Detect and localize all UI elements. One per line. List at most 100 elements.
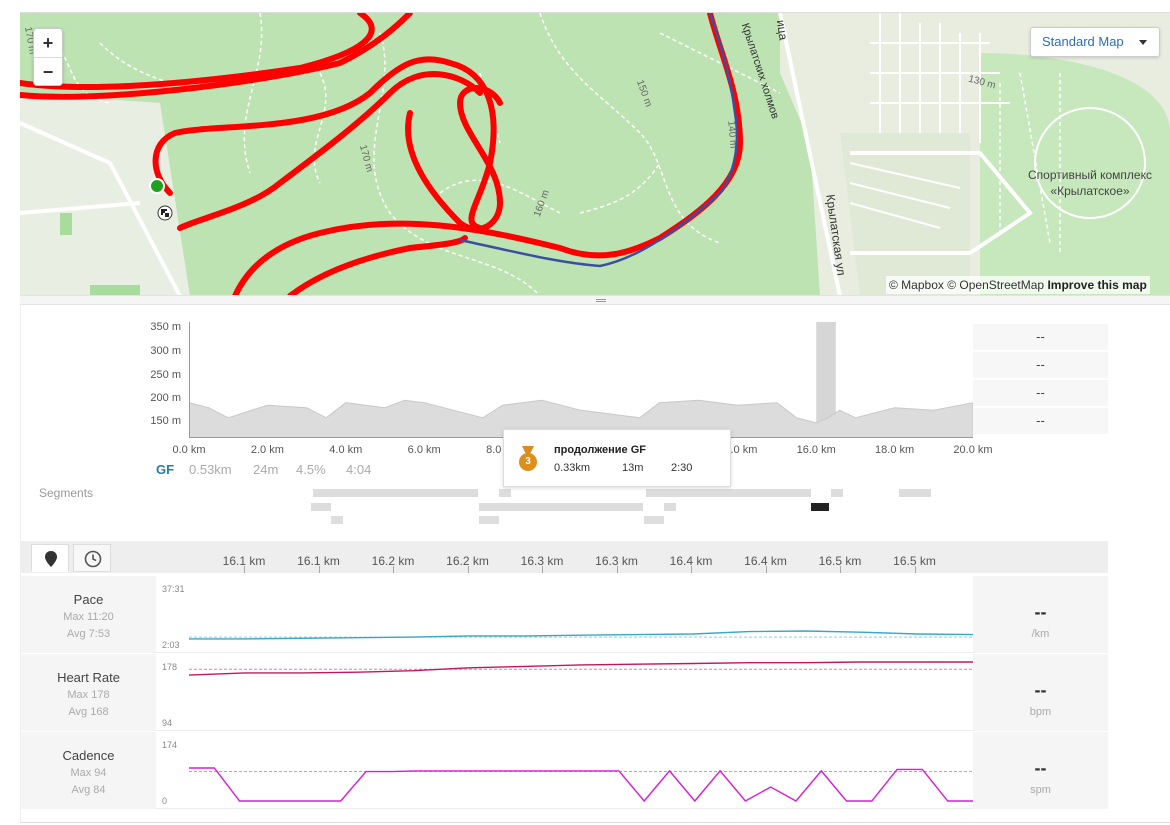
map-resize-handle[interactable] bbox=[20, 295, 1170, 305]
stream-line bbox=[189, 630, 973, 640]
stream-line bbox=[189, 767, 973, 803]
stream-max: Max 178 bbox=[67, 689, 110, 701]
cadence-line-chart[interactable] bbox=[189, 732, 973, 809]
elevation-stat: -- bbox=[973, 380, 1108, 406]
distance-tick-label: 16.4 km bbox=[669, 554, 713, 568]
x-tick-label: 2.0 km bbox=[250, 444, 284, 456]
elevation-stat: -- bbox=[973, 408, 1108, 434]
segments-label: Segments bbox=[39, 486, 94, 500]
map-type-dropdown[interactable]: Standard Map bbox=[1030, 27, 1160, 57]
heart-rate-line-chart[interactable] bbox=[189, 654, 973, 731]
distance-tick bbox=[616, 566, 618, 573]
cadence-row: Cadence Max 94 Avg 84 174 0 -- spm bbox=[21, 732, 1108, 809]
distance-tick-label: 16.4 km bbox=[744, 554, 787, 568]
heart-rate-plot[interactable]: 178 94 bbox=[156, 654, 973, 731]
heart-rate-value-panel: -- bpm bbox=[973, 654, 1108, 731]
y-tick-label: 200 m bbox=[150, 392, 181, 404]
poi-label: Спортивный комплекс «Крылатское» bbox=[1028, 168, 1152, 198]
segment-name[interactable]: GF bbox=[156, 462, 175, 477]
y-tick-label: 300 m bbox=[150, 345, 181, 357]
segment-grade: 4.5% bbox=[296, 462, 326, 477]
segment-bar[interactable] bbox=[899, 489, 931, 497]
stream-max: Max 94 bbox=[70, 767, 107, 779]
streams-header: 16.1 km 16.1 km 16.2 km 16.2 km 16.3 km 16.3 … bbox=[21, 541, 1108, 573]
heart-rate-row: Heart Rate Max 178 Avg 168 178 94 -- bpm bbox=[21, 654, 1108, 731]
distance-tick-label: 16.2 km bbox=[371, 554, 415, 568]
elevation-stat: -- bbox=[973, 324, 1108, 350]
y-tick-label: 350 m bbox=[150, 321, 181, 333]
y-axis-min: 2:03 bbox=[162, 640, 180, 650]
stream-line bbox=[189, 661, 973, 676]
map-canvas[interactable] bbox=[20, 13, 1170, 295]
clock-icon bbox=[84, 550, 102, 568]
zoom-control[interactable]: + − bbox=[33, 28, 63, 86]
time-mode-button[interactable] bbox=[73, 544, 111, 572]
pace-line-chart[interactable] bbox=[189, 576, 973, 653]
x-tick-label: 16.0 km bbox=[796, 444, 836, 456]
distance-tick-label: 16.5 km bbox=[893, 554, 936, 568]
distance-tick-label: 16.2 km bbox=[446, 554, 489, 568]
segment-bar[interactable] bbox=[831, 489, 843, 497]
y-axis-max: 178 bbox=[162, 662, 178, 672]
distance-tick-label: 16.1 km bbox=[297, 554, 340, 568]
stream-avg: Avg 7:53 bbox=[66, 628, 111, 640]
y-axis-max: 174 bbox=[162, 740, 178, 750]
x-tick-label: 18.0 km bbox=[875, 444, 915, 456]
finish-marker bbox=[157, 205, 173, 221]
grip-icon bbox=[596, 299, 606, 302]
tooltip-segment-name: продолжение GF bbox=[554, 444, 646, 456]
improve-map-link[interactable]: Improve this map bbox=[1047, 278, 1147, 292]
x-tick-label: 4.0 km bbox=[329, 444, 363, 456]
map-type-label: Standard Map bbox=[1042, 34, 1124, 49]
stream-name: Cadence bbox=[62, 748, 115, 763]
elevation-chart[interactable] bbox=[189, 322, 973, 438]
pace-row: Pace Max 11:20 Avg 7:53 37:31 2:03 -- /k… bbox=[21, 576, 1108, 653]
stream-current: -- bbox=[1034, 680, 1047, 700]
distance-tick bbox=[765, 566, 767, 573]
segment-bar[interactable] bbox=[313, 489, 478, 497]
stream-unit: bpm bbox=[1029, 706, 1052, 718]
x-tick-label: 6.0 km bbox=[407, 444, 441, 456]
segment-bar[interactable] bbox=[479, 516, 499, 524]
zoom-in-button[interactable]: + bbox=[42, 33, 54, 53]
medal-icon bbox=[519, 446, 537, 471]
elevation-panel: 350 m 300 m 250 m 200 m 150 m 0.0 km 2.0 … bbox=[20, 305, 1170, 541]
segment-tooltip: 3 продолжение GF 0.33km 13m 2:30 bbox=[503, 429, 731, 487]
x-tick-label: 0.0 km bbox=[172, 444, 206, 456]
distance-tick bbox=[244, 566, 245, 573]
segment-bar[interactable] bbox=[644, 516, 664, 524]
segment-bar[interactable] bbox=[499, 489, 511, 497]
osm-link[interactable]: © OpenStreetMap bbox=[947, 278, 1045, 292]
y-axis-min: 94 bbox=[162, 718, 173, 728]
stream-current: -- bbox=[1034, 758, 1047, 778]
cadence-plot[interactable]: 174 0 bbox=[156, 732, 973, 809]
map-pin-icon bbox=[45, 551, 57, 567]
segment-bar[interactable] bbox=[331, 516, 343, 524]
segment-pace: 4:04 bbox=[346, 462, 372, 477]
stream-current: -- bbox=[1034, 602, 1047, 622]
segment-time: 24m bbox=[253, 462, 279, 477]
contour-label: 140 m bbox=[725, 120, 739, 149]
distance-tick bbox=[914, 566, 916, 573]
distance-tick bbox=[318, 566, 320, 573]
stream-name: Pace bbox=[73, 592, 104, 607]
segment-bar[interactable] bbox=[664, 503, 676, 511]
segment-bar[interactable] bbox=[646, 489, 811, 497]
distance-mode-button[interactable] bbox=[31, 544, 69, 572]
cadence-label-panel: Cadence Max 94 Avg 84 bbox=[21, 732, 156, 809]
segment-bar-active[interactable] bbox=[811, 503, 829, 511]
segment-bar[interactable] bbox=[479, 503, 643, 511]
stream-avg: Avg 168 bbox=[68, 706, 109, 718]
stream-unit: /km bbox=[1031, 628, 1050, 640]
segment-bar[interactable] bbox=[311, 503, 331, 511]
mapbox-link[interactable]: © Mapbox bbox=[889, 278, 944, 292]
route-map[interactable]: 170 m 170 m 150 m 160 m 140 m 130 m Крыл… bbox=[20, 12, 1170, 295]
selection-band bbox=[816, 322, 836, 438]
pace-plot[interactable]: 37:31 2:03 bbox=[156, 576, 973, 653]
stream-name: Heart Rate bbox=[57, 670, 120, 685]
zoom-out-button[interactable]: − bbox=[34, 57, 62, 85]
tooltip-pace: 2:30 bbox=[671, 462, 693, 474]
stream-avg: Avg 84 bbox=[71, 784, 106, 796]
distance-tick-label: 16.1 km bbox=[222, 554, 266, 568]
distance-tick-label: 16.5 km bbox=[818, 554, 862, 568]
